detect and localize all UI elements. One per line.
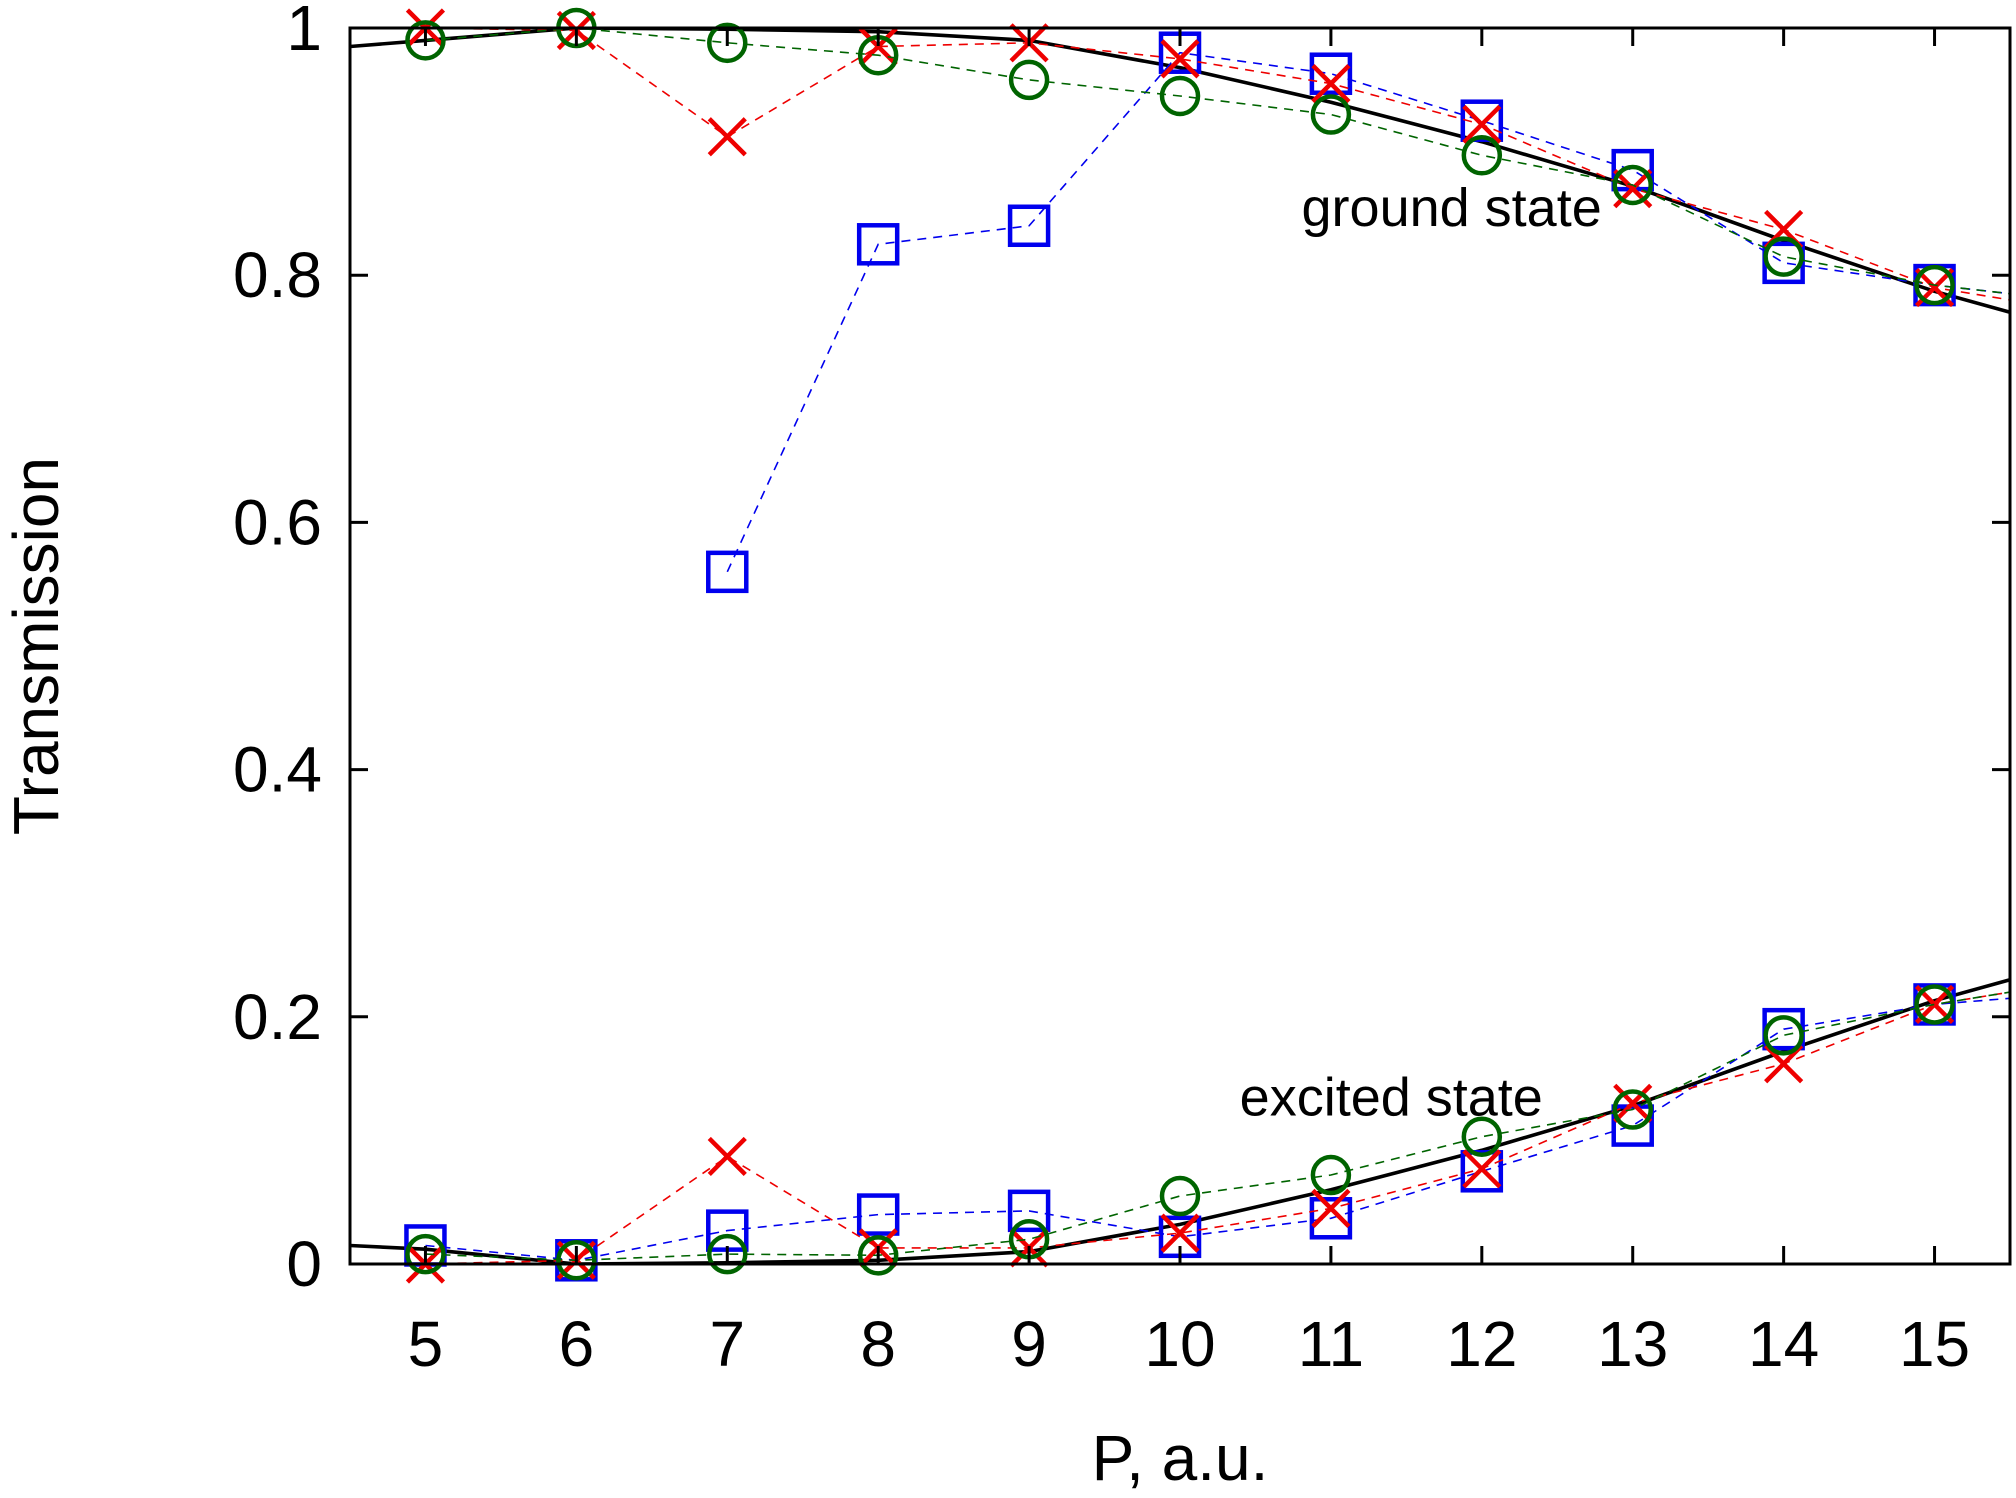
- series-excited-circle: [405, 984, 2010, 1281]
- data-point-circle: [1763, 1015, 1804, 1056]
- ticks-layer: [350, 26, 2010, 1266]
- series-excited-square: [404, 983, 2010, 1282]
- data-point-circle: [1914, 984, 1955, 1025]
- y-tick-label: 0.8: [233, 239, 322, 311]
- plot-frame: [348, 26, 2012, 1266]
- y-tick-label: 1: [286, 0, 322, 64]
- data-point-circle: [1612, 1089, 1653, 1130]
- data-point-square: [1309, 52, 1353, 95]
- series-layer: [350, 7, 2010, 1284]
- x-tick-label: 8: [860, 1308, 896, 1380]
- data-point-circle: [857, 1235, 899, 1276]
- series-excited-none: [350, 977, 2010, 1264]
- data-point-square: [1309, 1197, 1353, 1240]
- data-point-square: [1007, 204, 1051, 248]
- series-line: [425, 28, 2010, 295]
- data-point-cross: [858, 26, 898, 67]
- data-point-circle: [1310, 1154, 1352, 1196]
- data-point-cross: [1160, 39, 1200, 79]
- x-tick-label: 11: [1298, 1308, 1364, 1380]
- data-point-square: [1611, 1104, 1654, 1147]
- y-tick-label: 0: [286, 1228, 322, 1300]
- data-point-square: [856, 1193, 900, 1236]
- data-point-circle: [405, 1233, 446, 1275]
- y-tick-label: 0.4: [233, 734, 322, 806]
- data-point-cross: [1311, 64, 1351, 104]
- data-point-circle: [1763, 236, 1804, 277]
- series-line: [425, 997, 2010, 1262]
- data-point-circle: [1461, 135, 1503, 176]
- x-tick-label: 6: [559, 1308, 595, 1380]
- data-point-circle: [1310, 94, 1352, 135]
- data-point-circle: [1461, 1116, 1503, 1157]
- data-point-circle: [1914, 264, 1955, 306]
- data-point-square: [856, 223, 900, 266]
- data-point-cross: [1764, 1044, 1804, 1084]
- series-line: [350, 977, 2010, 1264]
- series-line: [726, 51, 2010, 573]
- data-point-circle: [707, 22, 748, 64]
- series-line: [425, 991, 2010, 1264]
- y-tick-label: 0.6: [233, 486, 322, 558]
- y-tick-label: 0.2: [233, 981, 322, 1053]
- data-point-cross: [1160, 1213, 1200, 1253]
- data-point-cross: [1311, 1188, 1351, 1228]
- y-axis-title: Transmission: [0, 457, 72, 835]
- data-point-square: [706, 550, 749, 594]
- data-point-circle: [405, 20, 446, 61]
- data-point-square: [1460, 1150, 1504, 1193]
- x-tick-label: 10: [1144, 1308, 1215, 1380]
- x-tick-label: 13: [1597, 1308, 1668, 1380]
- x-axis-title: P, a.u.: [1092, 1422, 1269, 1494]
- data-point-cross: [1462, 104, 1502, 144]
- series-excited-cross: [405, 984, 2010, 1284]
- data-point-cross: [707, 117, 747, 157]
- data-point-circle: [556, 1240, 597, 1281]
- series-ground-cross: [405, 8, 2010, 308]
- x-tick-label: 14: [1748, 1308, 1819, 1380]
- series-line: [425, 28, 2010, 301]
- x-tick-label: 9: [1011, 1308, 1047, 1380]
- data-point-circle: [1612, 164, 1653, 206]
- x-tick-label: 7: [709, 1308, 745, 1380]
- data-point-cross: [1462, 1149, 1502, 1189]
- data-point-cross: [1613, 1083, 1653, 1123]
- series-ground-square: [706, 31, 2010, 594]
- data-point-circle: [1159, 75, 1201, 117]
- data-point-cross: [707, 1136, 747, 1177]
- data-point-square: [1007, 1189, 1051, 1233]
- series-ground-circle: [405, 7, 2010, 306]
- x-tick-label: 12: [1446, 1308, 1517, 1380]
- data-point-circle: [1159, 1175, 1201, 1217]
- x-tick-label: 5: [408, 1308, 444, 1380]
- annotation-ground-state: ground state: [1302, 178, 1602, 238]
- data-point-square: [1460, 99, 1504, 142]
- data-point-circle: [1008, 59, 1050, 101]
- labels-layer: 5 6 7 8 9 10 11 12 13 14 15 0 0.2 0.4 0.6 0.8 1: [233, 0, 1970, 1380]
- series-line: [425, 991, 2010, 1262]
- x-tick-label: 15: [1899, 1308, 1970, 1380]
- annotation-excited-state: excited state: [1240, 1068, 1543, 1128]
- data-point-circle: [707, 1233, 748, 1275]
